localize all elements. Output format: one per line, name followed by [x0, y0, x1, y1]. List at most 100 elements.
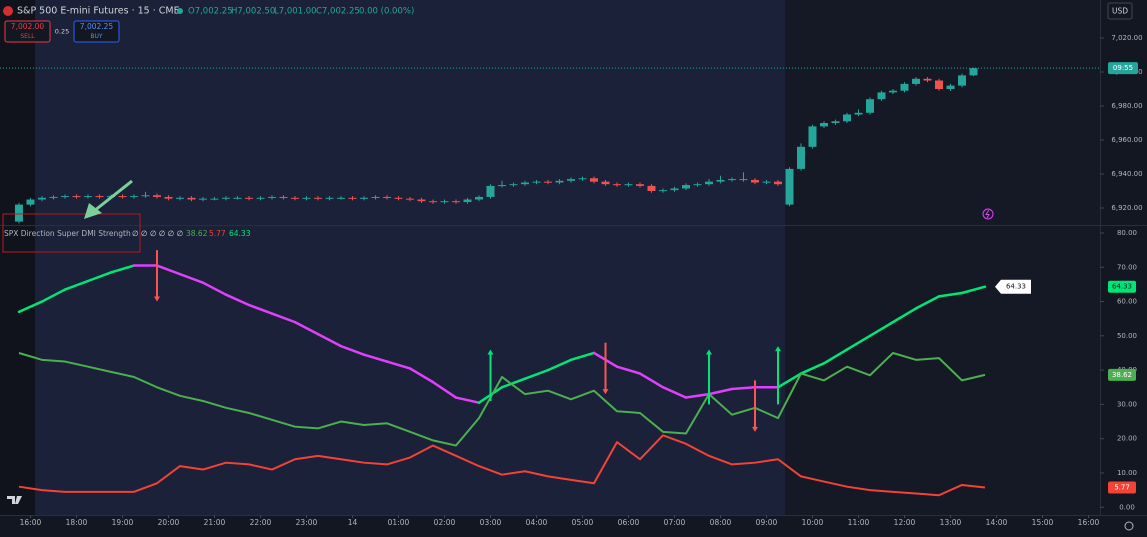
indicator-line — [569, 351, 596, 362]
candle-body — [934, 80, 943, 89]
indicator-line — [109, 264, 136, 274]
candle-body — [819, 122, 828, 127]
candle-body — [210, 198, 219, 200]
candle-body — [497, 185, 506, 187]
y-tick-label: 50.00 — [1117, 332, 1137, 340]
indicator-line — [362, 353, 389, 363]
indicator-line — [17, 300, 44, 314]
candle-body — [336, 197, 345, 199]
signal-arrow-head — [153, 296, 160, 302]
indicator-line — [293, 320, 320, 336]
candle-body — [704, 181, 713, 185]
candle-body — [267, 196, 276, 198]
x-tick-label: 14:00 — [986, 518, 1008, 527]
y-tick-label: 6,940.00 — [1111, 170, 1142, 178]
candle-body — [141, 195, 150, 197]
x-tick-label: 02:00 — [434, 518, 456, 527]
signal-arrow-head — [705, 349, 712, 355]
candle-body — [474, 196, 483, 200]
highlight-box — [2, 213, 141, 253]
candle-body — [279, 196, 288, 198]
indicator-line — [891, 307, 918, 324]
candle-body — [14, 204, 23, 222]
candle-body — [957, 75, 966, 86]
buy-box[interactable] — [73, 20, 120, 43]
buy-label[interactable]: BUY — [90, 33, 103, 40]
candle-body — [325, 197, 334, 199]
indicator-inputs: ∅ ∅ ∅ ∅ ∅ ∅ — [132, 229, 183, 238]
candle-body — [244, 197, 253, 199]
currency[interactable]: USD — [1112, 7, 1128, 16]
candle-body — [118, 196, 127, 198]
candle-body — [532, 181, 541, 183]
sell-label[interactable]: SELL — [20, 33, 35, 40]
event-icon-bolt — [985, 209, 990, 219]
indicator-name: SPX Direction Super DMI Strength — [4, 229, 131, 238]
candle-body — [888, 90, 897, 93]
x-tick-label: 01:00 — [388, 518, 410, 527]
indicator-line — [178, 272, 205, 284]
indicator-line — [937, 291, 964, 298]
candle-body — [463, 199, 472, 203]
x-tick-label: 19:00 — [112, 518, 134, 527]
x-tick-label: 23:00 — [296, 518, 318, 527]
x-tick-label: 22:00 — [250, 518, 272, 527]
candle-body — [394, 197, 403, 199]
plot-area: 7,020.007,000.006,980.006,960.006,940.00… — [0, 34, 1143, 527]
sell-button[interactable]: 7,002.00 SELL — [4, 20, 51, 43]
post-session-shade — [785, 0, 1100, 515]
candle-body — [589, 178, 598, 182]
x-tick-label: 16:00 — [20, 518, 42, 527]
indicator-line — [316, 332, 343, 348]
indicator-line — [523, 368, 550, 380]
settings-icon[interactable] — [1124, 521, 1134, 531]
axis-value-box — [1108, 280, 1136, 293]
candle-body — [727, 179, 736, 181]
candle-body — [601, 181, 610, 185]
candle-body — [750, 179, 759, 183]
x-tick-label: 16:00 — [1078, 518, 1100, 527]
y-tick-label: 10.00 — [1117, 469, 1137, 477]
indicator-line — [799, 362, 826, 375]
indicator-line — [339, 344, 366, 356]
candle-body — [877, 92, 886, 100]
x-tick-label: 18:00 — [66, 518, 88, 527]
buy-price[interactable]: 7,002.25 — [80, 22, 114, 31]
y-tick-label: 6,960.00 — [1111, 136, 1142, 144]
candle-body — [348, 197, 357, 199]
indicator-line — [63, 279, 90, 291]
x-tick-label: 07:00 — [664, 518, 686, 527]
candle-body — [428, 201, 437, 203]
candle-body — [187, 197, 196, 200]
indicator-line — [960, 285, 987, 295]
candle-body — [681, 185, 690, 189]
sell-box[interactable] — [4, 20, 51, 43]
ohlc-change: 0.00 (0.00%) — [359, 7, 414, 17]
y-tick-label: 0.00 — [1119, 503, 1135, 511]
candle-body — [566, 179, 575, 181]
signal-arrow-head — [774, 346, 781, 352]
ohlc-high: H7,002.50 — [231, 7, 275, 17]
candle-body — [175, 197, 184, 199]
candle-body — [578, 178, 587, 180]
sell-price[interactable]: 7,002.00 — [11, 22, 45, 31]
event-icon[interactable] — [982, 208, 994, 220]
candle-body — [624, 184, 633, 186]
buy-button[interactable]: 7,002.25 BUY — [73, 20, 120, 43]
y-tick-label: 6,980.00 — [1111, 102, 1142, 110]
indicator-line — [730, 386, 757, 391]
currency-button[interactable] — [1107, 2, 1133, 20]
indicator-line — [40, 288, 67, 303]
legend-value: 38.62 — [186, 229, 208, 238]
market-status — [177, 8, 183, 14]
x-tick-label: 03:00 — [480, 518, 502, 527]
x-tick-label: 10:00 — [802, 518, 824, 527]
annotation-arrow-head — [84, 203, 102, 219]
y-tick-label: 7,020.00 — [1111, 34, 1142, 42]
x-tick-label: 06:00 — [618, 518, 640, 527]
y-tick-label: 20.00 — [1117, 435, 1137, 443]
candle-body — [290, 197, 299, 199]
candle-body — [313, 197, 322, 199]
candle-body — [60, 196, 69, 198]
candle-body — [233, 197, 242, 199]
